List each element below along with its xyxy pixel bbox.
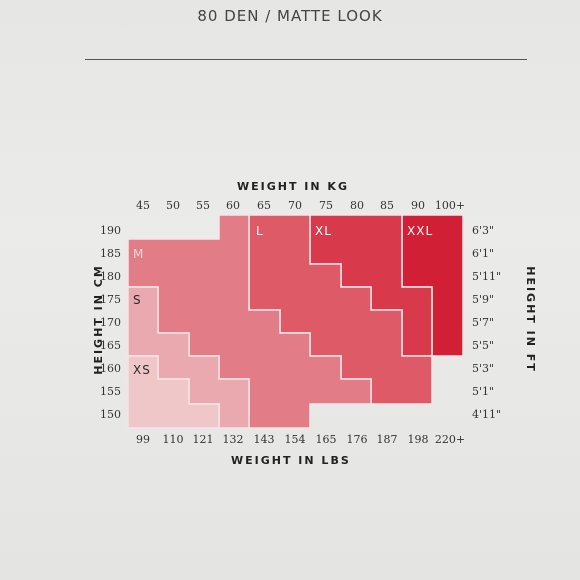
lbs-tick-label: 176 [346, 433, 368, 446]
top-axis-title: WEIGHT IN KG [237, 180, 349, 193]
kg-tick-label: 90 [411, 199, 425, 212]
kg-tick-label: 45 [136, 199, 150, 212]
lbs-tick-label: 110 [162, 433, 184, 446]
lbs-tick-label: 198 [407, 433, 429, 446]
ft-tick-label: 5'9" [472, 293, 495, 306]
header-divider [85, 59, 527, 60]
cm-tick-label: 160 [100, 362, 121, 375]
size-regions [127, 214, 464, 429]
kg-tick-label: 80 [350, 199, 364, 212]
kg-tick-label: 75 [319, 199, 333, 212]
kg-tick-label: 55 [196, 199, 210, 212]
size-label-l: L [256, 224, 264, 238]
size-label-xxl: XXL [407, 224, 433, 238]
cm-tick-label: 150 [100, 408, 121, 421]
lbs-tick-label: 121 [192, 433, 214, 446]
kg-tick-label: 65 [257, 199, 271, 212]
size-label-xs: XS [133, 363, 151, 377]
ft-tick-label: 5'5" [472, 339, 495, 352]
cm-tick-label: 185 [100, 247, 121, 260]
kg-tick-label: 70 [288, 199, 302, 212]
lbs-tick-label: 154 [284, 433, 306, 446]
ft-tick-label: 6'3" [472, 224, 495, 237]
lbs-tick-label: 99 [136, 433, 150, 446]
lbs-tick-label: 220+ [434, 433, 466, 446]
lbs-tick-label: 132 [222, 433, 244, 446]
kg-tick-label: 50 [166, 199, 180, 212]
ft-tick-label: 5'3" [472, 362, 495, 375]
kg-tick-label: 100+ [434, 199, 466, 212]
size-labels: XS S M L XL XXL [133, 224, 433, 377]
ft-tick-label: 6'1" [472, 247, 495, 260]
cm-tick-label: 170 [100, 316, 121, 329]
lbs-tick-label: 143 [253, 433, 275, 446]
lbs-tick-label: 165 [315, 433, 337, 446]
size-label-xl: XL [315, 224, 332, 238]
lbs-tick-label: 187 [376, 433, 398, 446]
ft-tick-label: 5'7" [472, 316, 495, 329]
size-label-m: M [133, 247, 144, 261]
bottom-axis-title: WEIGHT IN LBS [231, 454, 351, 467]
cm-tick-label: 155 [100, 385, 121, 398]
ft-tick-label: 4'11" [472, 408, 502, 421]
kg-tick-label: 85 [380, 199, 394, 212]
size-region-xs [127, 355, 220, 429]
cm-tick-label: 175 [100, 293, 121, 306]
ft-tick-label: 5'11" [472, 270, 502, 283]
cm-tick-label: 190 [100, 224, 121, 237]
size-label-s: S [133, 293, 142, 307]
ft-tick-label: 5'1" [472, 385, 495, 398]
kg-tick-label: 60 [226, 199, 240, 212]
cm-tick-label: 165 [100, 339, 121, 352]
page-title: 80 DEN / MATTE LOOK [197, 7, 383, 25]
cm-tick-label: 180 [100, 270, 121, 283]
